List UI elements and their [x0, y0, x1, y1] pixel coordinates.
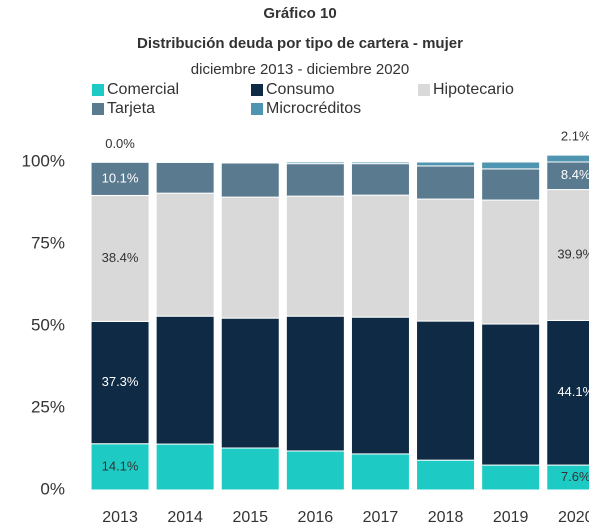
bar-segment	[481, 161, 541, 170]
bar-segment	[481, 168, 541, 201]
legend-label: Tarjeta	[107, 100, 155, 117]
legend-swatch	[92, 103, 104, 115]
bar-segment	[546, 161, 589, 191]
bar-segment	[416, 165, 476, 200]
bar-segment	[155, 192, 215, 317]
legend-label: Microcréditos	[266, 100, 361, 117]
bar-segment	[350, 163, 410, 196]
legend-swatch	[251, 84, 263, 96]
legend-swatch	[251, 103, 263, 115]
bar-segment	[481, 323, 541, 466]
bar-segment	[350, 161, 410, 165]
bar-segment	[285, 315, 345, 452]
bar-segment	[220, 162, 280, 198]
value-label: 14.1%	[102, 458, 139, 473]
bar-segment	[350, 194, 410, 318]
legend-swatch	[92, 84, 104, 96]
legend-swatch	[418, 84, 430, 96]
bar-segment	[285, 450, 345, 491]
x-tick-label: 2018	[428, 509, 464, 526]
bar-segment	[220, 161, 280, 164]
y-tick-label: 100%	[22, 151, 65, 170]
x-tick-label: 2014	[167, 509, 203, 526]
value-label: 0.0%	[105, 136, 135, 151]
bar-segment	[220, 317, 280, 449]
value-label: 39.9%	[557, 246, 589, 261]
bar-segment	[220, 196, 280, 319]
bar-segment	[481, 199, 541, 325]
x-tick-label: 2016	[298, 509, 334, 526]
value-label: 37.3%	[102, 374, 139, 389]
bar-segment	[416, 459, 476, 491]
x-tick-label: 2017	[363, 509, 399, 526]
bar-segment	[220, 447, 280, 491]
value-label: 2.1%	[561, 129, 589, 144]
bar-segment	[90, 320, 150, 445]
value-label: 8.4%	[561, 167, 589, 182]
y-tick-label: 25%	[31, 397, 65, 416]
legend-label: Comercial	[107, 81, 179, 98]
x-tick-label: 2020	[558, 509, 589, 526]
bar-segment	[416, 161, 476, 167]
x-tick-label: 2019	[493, 509, 529, 526]
x-tick-label: 2015	[232, 509, 268, 526]
y-tick-label: 0%	[40, 479, 65, 498]
chart-subtitle: Distribución deuda por tipo de cartera -…	[137, 35, 463, 52]
value-label: 7.6%	[561, 469, 589, 484]
legend-label: Consumo	[266, 81, 335, 98]
value-label: 10.1%	[102, 170, 139, 185]
bar-segment	[416, 320, 476, 461]
bar-segment	[350, 453, 410, 491]
x-tick-label: 2013	[102, 509, 138, 526]
bar-segment	[285, 161, 345, 165]
bar-segment	[546, 154, 589, 163]
bar-segment	[285, 195, 345, 317]
bar-segment	[285, 163, 345, 197]
y-tick-label: 50%	[31, 315, 65, 334]
bar-segment	[90, 443, 150, 491]
chart-period: diciembre 2013 - diciembre 2020	[191, 61, 409, 78]
chart-title: Gráfico 10	[263, 5, 336, 22]
bar-segment	[155, 315, 215, 445]
bar-segment	[350, 316, 410, 455]
value-label: 44.1%	[557, 384, 589, 399]
bar-segment	[416, 198, 476, 322]
bar-segment	[155, 443, 215, 491]
bar-segment	[155, 161, 215, 194]
legend-label: Hipotecario	[433, 81, 514, 98]
bar-segment	[546, 464, 589, 491]
y-tick-label: 75%	[31, 233, 65, 252]
bar-segment	[481, 464, 541, 491]
value-label: 38.4%	[102, 250, 139, 265]
bar-segment	[90, 161, 150, 196]
